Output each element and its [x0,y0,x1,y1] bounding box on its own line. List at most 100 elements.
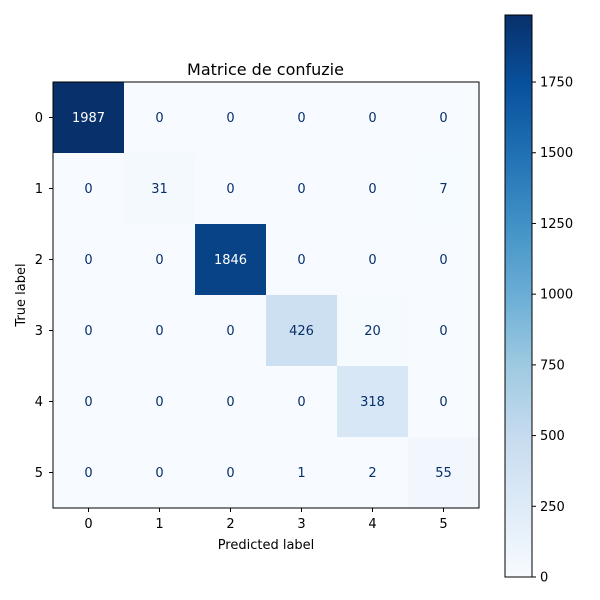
heatmap-cell [195,82,267,154]
heatmap-cell [53,366,125,438]
cell-value-label: 0 [439,395,447,410]
cell-value-label: 0 [226,182,234,197]
cell-value-label: 0 [155,111,163,126]
heatmap-cell [408,224,480,296]
cell-value-label: 0 [155,324,163,339]
y-tick-label: 1 [35,182,43,197]
heatmap-cell [337,295,409,367]
plot-frame [52,81,480,509]
x-axis-ticks: 0 1 2 3 4 5 [84,508,448,532]
heatmap-cell [124,366,196,438]
chart-title: Matrice de confuzie [187,60,344,79]
x-tick-label: 2 [226,517,234,532]
heatmap-cell [53,295,125,367]
heatmap-cell [266,153,338,225]
colorbar-tick-label: 250 [540,500,565,515]
cell-value-label: 1846 [214,253,247,268]
heatmap-cell [266,437,338,509]
cell-value-label: 0 [297,111,305,126]
y-axis-ticks: 0 1 2 3 4 5 [35,111,53,481]
x-tick-label: 5 [439,517,447,532]
cell-value-label: 0 [84,182,92,197]
heatmap-cell [266,82,338,154]
cell-value-label: 0 [439,111,447,126]
heatmap-cell [337,153,409,225]
cell-value-label: 0 [297,253,305,268]
x-tick-label: 1 [155,517,163,532]
colorbar-tick-label: 1500 [540,146,573,161]
heatmap-cell [337,366,409,438]
cell-value-label: 0 [226,111,234,126]
colorbar-tick-label: 1250 [540,217,573,232]
y-tick-label: 5 [35,466,43,481]
heatmap-cell [195,295,267,367]
cell-value-label: 7 [439,182,447,197]
heatmap-cell [266,295,338,367]
x-tick-label: 0 [84,517,92,532]
cell-value-label: 0 [155,253,163,268]
cell-value-label: 31 [151,182,168,197]
colorbar-tick-label: 1000 [540,288,573,303]
heatmap-cell [195,366,267,438]
heatmap-cell [124,224,196,296]
heatmap-cell [408,295,480,367]
cell-value-label: 0 [155,395,163,410]
heatmap-cells [53,82,480,509]
cell-value-label: 0 [368,182,376,197]
cell-value-label: 0 [84,253,92,268]
cell-value-label: 0 [226,324,234,339]
cell-value-label: 2 [368,466,376,481]
y-tick-label: 3 [35,324,43,339]
heatmap-cell [195,153,267,225]
cell-value-label: 0 [297,182,305,197]
heatmap-cell [53,153,125,225]
colorbar-ticks: 0 250 500 750 1000 1250 1500 1750 [532,76,573,586]
heatmap-cell [337,82,409,154]
heatmap-cell [266,224,338,296]
cell-value-label: 20 [364,324,381,339]
cell-value-labels: 1987 0 0 0 0 00 31 0 0 0 70 0 1846 0 0 00 0 0 426 20 00 0 0 0 31… [72,111,452,481]
heatmap-cell [53,82,125,154]
cell-value-label: 0 [439,253,447,268]
cell-value-label: 1 [297,466,305,481]
heatmap-cell [124,437,196,509]
y-tick-label: 0 [35,111,43,126]
heatmap-cell [195,437,267,509]
cell-value-label: 0 [439,324,447,339]
heatmap-cell [408,366,480,438]
cell-value-label: 0 [226,466,234,481]
heatmap-cell [124,295,196,367]
cell-value-label: 0 [368,253,376,268]
heatmap-cell [337,437,409,509]
heatmap-cell [53,224,125,296]
x-tick-label: 3 [297,517,305,532]
x-tick-label: 4 [368,517,376,532]
colorbar-tick-label: 500 [540,429,565,444]
colorbar [504,14,533,578]
y-tick-label: 2 [35,253,43,268]
cell-value-label: 0 [297,395,305,410]
heatmap-cell [337,224,409,296]
heatmap-cell [266,366,338,438]
cell-value-label: 0 [155,466,163,481]
heatmap-cell [408,82,480,154]
heatmap-cell [195,224,267,296]
cell-value-label: 55 [435,466,452,481]
cell-value-label: 0 [84,395,92,410]
cell-value-label: 1987 [72,111,105,126]
x-axis-label: Predicted label [218,538,315,553]
cell-value-label: 0 [226,395,234,410]
heatmap-cell [124,82,196,154]
cell-value-label: 0 [84,324,92,339]
cell-value-label: 0 [368,111,376,126]
cell-value-label: 426 [289,324,314,339]
colorbar-tick-label: 0 [540,571,548,586]
y-tick-label: 4 [35,395,43,410]
heatmap-cell [408,153,480,225]
cell-value-label: 0 [84,466,92,481]
cell-value-label: 318 [360,395,385,410]
colorbar-tick-label: 1750 [540,76,573,91]
colorbar-tick-label: 750 [540,358,565,373]
heatmap-cell [408,437,480,509]
